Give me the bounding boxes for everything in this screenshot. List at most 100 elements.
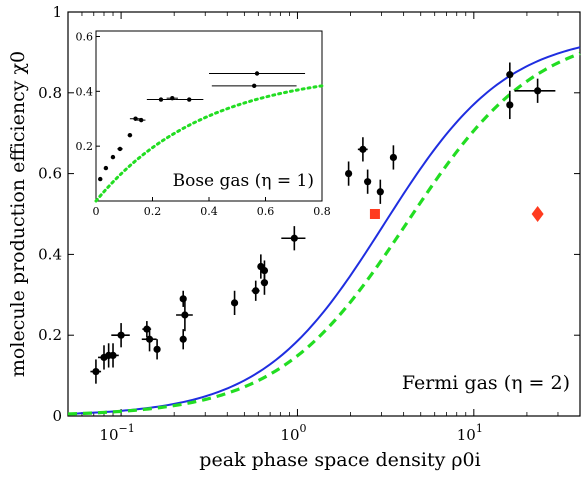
x-axis-label: peak phase space density ρ0i xyxy=(199,449,480,471)
y-tick-label: 0.4 xyxy=(38,245,62,263)
data-point xyxy=(106,343,119,368)
inset-data-point xyxy=(110,154,116,160)
inset-theory-dotted-line xyxy=(94,84,324,203)
data-marker xyxy=(364,178,372,186)
inset-data-point xyxy=(98,176,103,182)
x-tick-label: 101 xyxy=(457,422,483,444)
inset-data-marker xyxy=(103,165,109,171)
data-point xyxy=(111,323,130,348)
inset-data-marker xyxy=(158,97,164,102)
data-point xyxy=(179,329,187,350)
data-point xyxy=(176,298,193,332)
data-marker xyxy=(117,331,125,339)
data-marker xyxy=(534,87,542,95)
inset-theory-curves xyxy=(94,84,324,203)
data-point xyxy=(179,290,187,307)
inset-x-tick-label: 0.8 xyxy=(313,205,331,218)
data-marker xyxy=(179,335,187,343)
data-marker xyxy=(181,311,189,319)
main-plot-frame xyxy=(67,11,581,417)
square-marker xyxy=(369,209,380,219)
inset-x-tick-label: 0.6 xyxy=(257,205,275,218)
data-marker xyxy=(389,153,398,162)
data-point xyxy=(389,145,398,170)
inset-y-tick-label: 0.6 xyxy=(76,30,94,43)
inset-data-marker xyxy=(252,83,257,89)
data-point xyxy=(506,90,514,120)
data-marker xyxy=(345,170,353,178)
data-marker xyxy=(109,351,117,359)
inset-data-point xyxy=(117,146,123,152)
main-theory-curves xyxy=(67,46,581,416)
inset-data-marker xyxy=(170,95,175,101)
inset-data-point xyxy=(127,132,133,138)
data-marker xyxy=(376,188,384,196)
data-marker xyxy=(252,287,260,295)
data-point xyxy=(141,327,157,352)
inset-data-point xyxy=(146,97,176,102)
data-marker xyxy=(290,234,298,242)
inset-x-tick-label: 0 xyxy=(93,205,100,218)
inset-data-point xyxy=(175,97,204,102)
inset-data-marker xyxy=(187,97,192,102)
data-point xyxy=(345,161,353,186)
y-tick-label: 0 xyxy=(52,407,62,425)
data-point xyxy=(514,78,556,103)
main-data-points xyxy=(90,62,556,384)
y-tick-label: 0.2 xyxy=(38,326,62,344)
data-point xyxy=(364,169,372,194)
inset-data-marker xyxy=(117,146,123,152)
inset-data-marker xyxy=(139,117,144,123)
data-marker xyxy=(260,279,269,287)
data-marker xyxy=(260,266,269,275)
data-point xyxy=(251,280,260,301)
inset-data-point xyxy=(209,71,306,76)
theory-dashed-line xyxy=(67,52,581,416)
inset-data-marker xyxy=(133,116,138,121)
fermi-gas-annotation: Fermi gas (η = 2) xyxy=(402,372,570,394)
main-axis-ticks: 0 0.2 0.4 0.6 0.8 1 10−1 100 101 xyxy=(38,3,581,444)
data-point xyxy=(230,290,239,315)
diamond-marker xyxy=(531,206,544,222)
inset-data-marker xyxy=(127,132,133,138)
inset-x-tick-label: 0.4 xyxy=(200,205,218,218)
inset-data-point xyxy=(129,116,142,121)
data-marker xyxy=(145,335,154,343)
data-point xyxy=(90,359,102,384)
y-tick-label: 0.8 xyxy=(38,84,62,102)
inset-x-tick-label: 0.2 xyxy=(144,205,162,218)
data-marker xyxy=(506,101,514,109)
data-marker xyxy=(153,345,161,353)
data-point xyxy=(506,62,514,87)
data-marker xyxy=(359,145,367,153)
inset-y-tick-label: 0.2 xyxy=(76,140,94,153)
data-marker xyxy=(230,299,239,307)
bose-gas-annotation: Bose gas (η = 1) xyxy=(173,171,314,191)
inset-data-points xyxy=(98,71,306,182)
inset-data-marker xyxy=(110,154,116,160)
inset-data-marker xyxy=(254,71,260,76)
inset-axis-ticks: 0 0.2 0.4 0.6 0.8 0.2 0.4 0.6 xyxy=(76,30,331,218)
inset-data-marker xyxy=(98,176,103,182)
x-tick-label: 100 xyxy=(280,422,306,444)
y-tick-label: 0.6 xyxy=(38,165,62,183)
data-point xyxy=(153,339,161,360)
inset-data-point xyxy=(136,117,146,123)
data-point xyxy=(281,226,306,251)
data-point xyxy=(260,260,269,281)
inset-data-point xyxy=(211,83,297,89)
data-point xyxy=(257,254,265,279)
theory-solid-line xyxy=(67,46,581,415)
inset-data-point xyxy=(103,165,109,171)
data-marker xyxy=(179,295,187,303)
inset-data-point xyxy=(166,95,178,101)
y-axis-label: molecule production efficiency χ0 xyxy=(7,51,29,377)
data-marker xyxy=(506,71,514,79)
y-tick-label: 1 xyxy=(52,3,62,21)
data-marker xyxy=(143,325,151,333)
data-marker xyxy=(92,367,100,376)
data-point xyxy=(357,137,368,162)
inset-y-tick-label: 0.4 xyxy=(76,85,94,98)
data-point xyxy=(376,179,384,204)
